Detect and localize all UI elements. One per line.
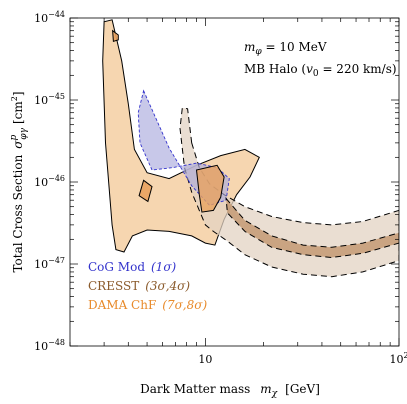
dama-island-1	[112, 29, 119, 42]
legend-dama-sigma: (7σ,8σ)	[162, 298, 207, 312]
legend-cog-name: CoG Mod	[88, 260, 145, 274]
y-tick-label: 10−48	[34, 338, 65, 353]
x-axis-title: Dark Matter mass mχ [GeV]	[140, 382, 320, 399]
annotation-halo-model: MB Halo (v0 = 220 km/s)	[244, 62, 397, 79]
y-tick-label: 10−46	[34, 174, 65, 189]
y-tick-label: 10−44	[34, 10, 65, 25]
y-tick-label: 10−45	[34, 92, 65, 107]
legend-cresst-sigma: (3σ,4σ)	[145, 279, 190, 293]
dama-inner-region	[195, 164, 225, 213]
data-regions	[102, 19, 399, 278]
x-tick-label: 10	[198, 353, 212, 366]
y-tick-label: 10−47	[34, 256, 65, 271]
legend-cog: CoG Mod (1σ)	[88, 260, 177, 274]
axis-ticks	[69, 17, 400, 347]
cresst-inner-region	[225, 196, 399, 259]
x-tick-label: 102	[389, 351, 407, 366]
legend-cresst-name: CRESST	[88, 279, 139, 293]
dama-island-2	[138, 179, 153, 203]
y-axis-title: Total Cross Sectionσpφγ[cm2]	[9, 91, 29, 272]
axis-tick-labels: 10 102 10−44 10−45 10−46 10−47 10−48	[34, 10, 407, 366]
legend-cresst: CRESST (3σ,4σ)	[88, 279, 190, 293]
legend: CoG Mod (1σ) CRESST (3σ,4σ) DAMA ChF (7σ,8σ…	[88, 260, 207, 312]
legend-cog-sigma: (1σ)	[151, 260, 177, 274]
legend-dama: DAMA ChF (7σ,8σ)	[88, 298, 207, 312]
annotation-mediator-mass: mφ = 10 MeV	[244, 40, 327, 57]
legend-dama-name: DAMA ChF	[88, 298, 156, 312]
